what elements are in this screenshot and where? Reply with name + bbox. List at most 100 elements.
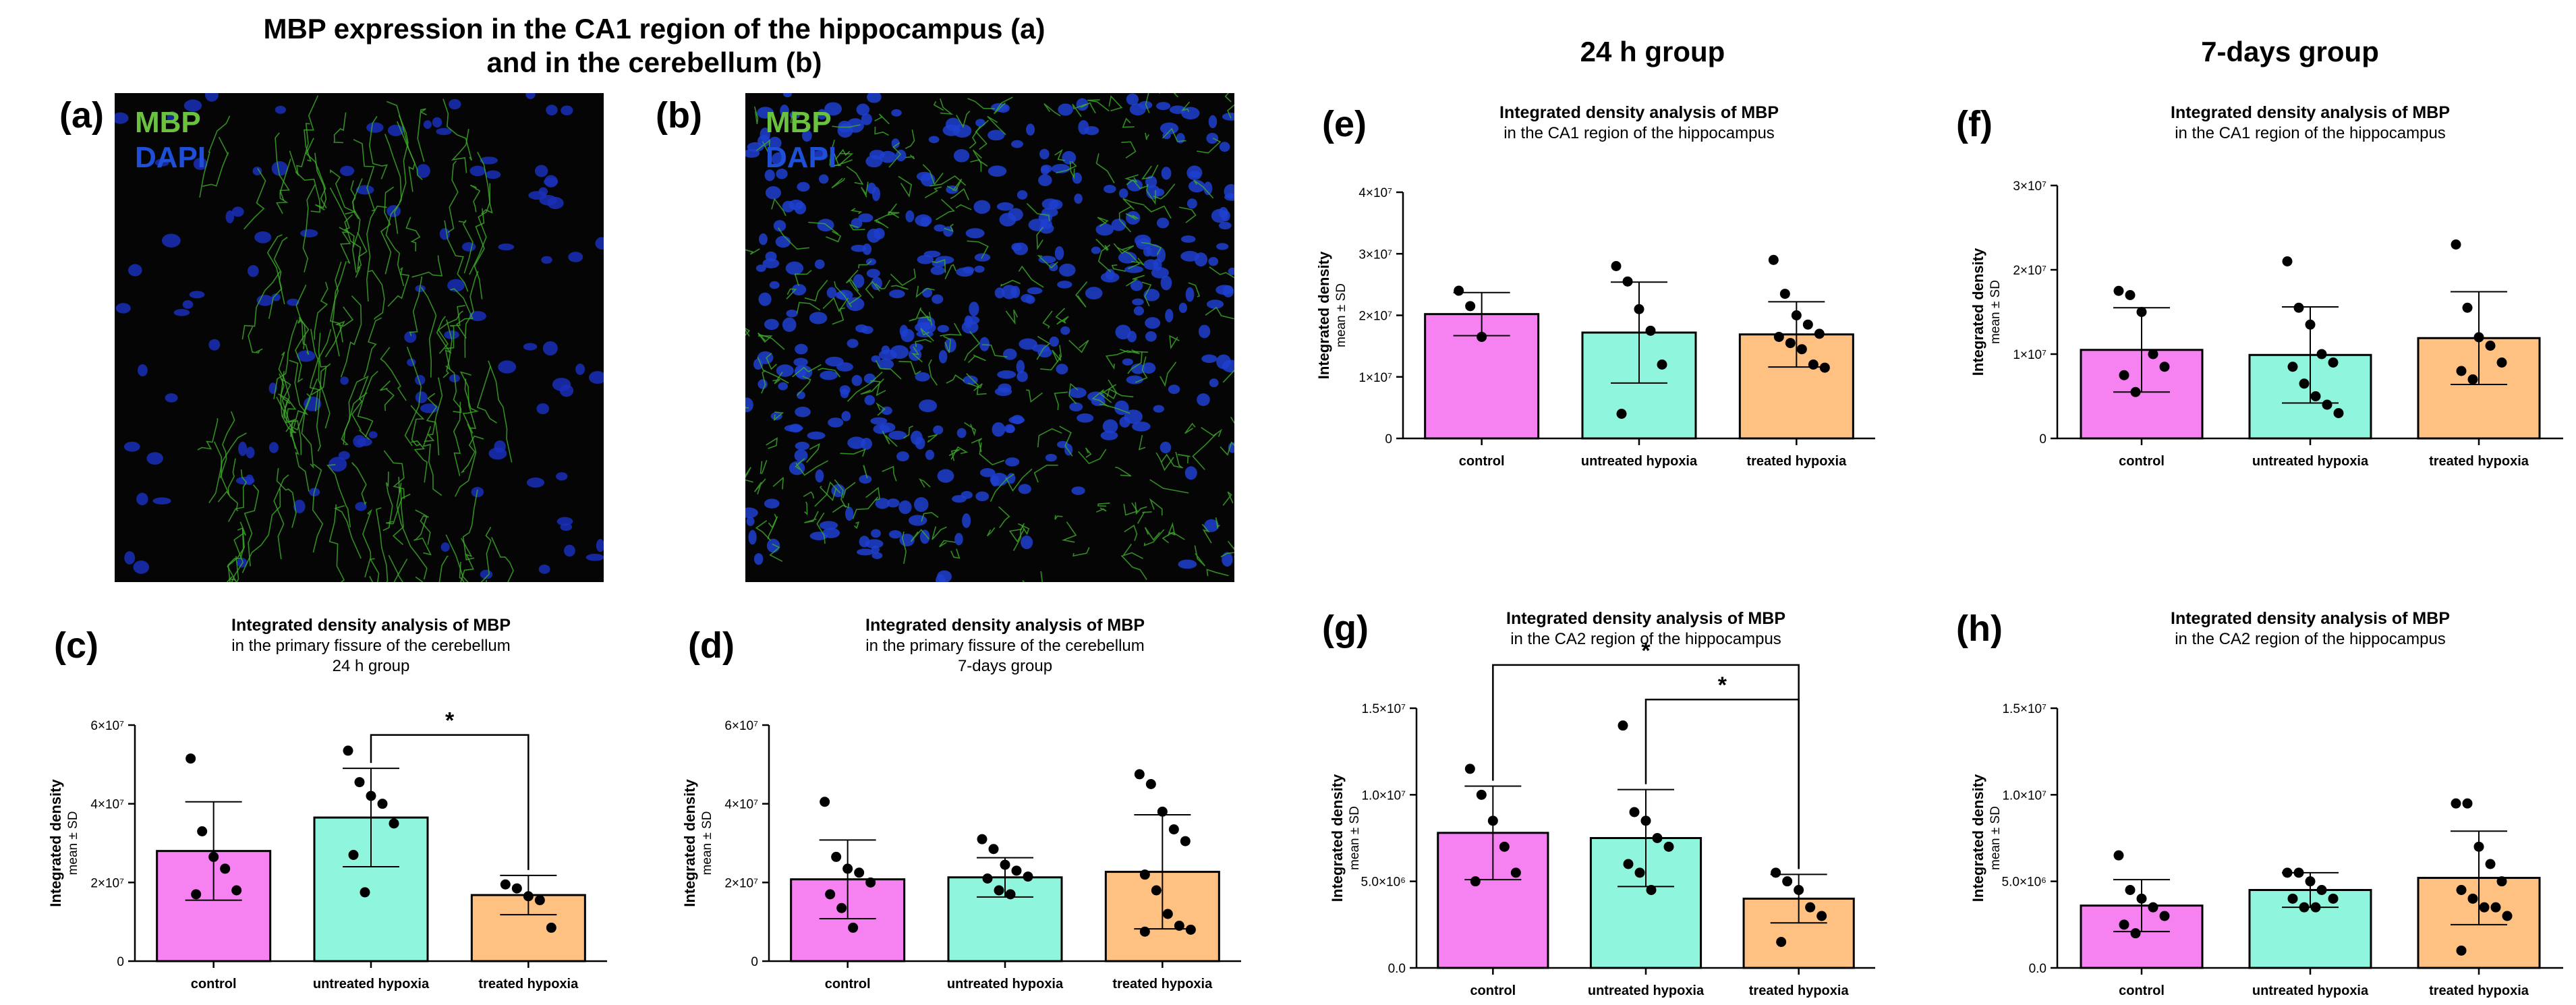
dapi-nucleus — [870, 417, 888, 425]
dapi-nucleus — [1134, 234, 1151, 247]
mbp-fiber — [969, 125, 981, 149]
dapi-nucleus — [758, 292, 772, 306]
mbp-fiber — [1115, 466, 1132, 477]
mbp-fiber — [1144, 527, 1161, 541]
mbp-fiber — [1069, 161, 1075, 179]
dapi-nucleus — [919, 529, 930, 544]
dapi-nucleus — [917, 254, 934, 264]
mbp-fiber — [772, 476, 784, 490]
mbp-fiber — [1000, 279, 1021, 287]
mbp-fiber — [310, 328, 331, 429]
dapi-nucleus — [811, 150, 828, 161]
mbp-fiber — [755, 139, 771, 156]
data-point — [1477, 331, 1487, 342]
mbp-fiber — [464, 270, 479, 358]
mbp-fiber — [458, 219, 474, 274]
chart-subtitle: in the CA1 region of the hippocampus — [2175, 124, 2446, 142]
mbp-fiber — [950, 188, 970, 200]
data-point — [2473, 332, 2484, 343]
dapi-nucleus — [851, 374, 863, 386]
mbp-fiber — [1117, 349, 1140, 355]
dapi-nucleus — [934, 224, 946, 232]
mbp-fiber — [1052, 349, 1062, 363]
dapi-nucleus — [974, 265, 985, 273]
mbp-fiber — [804, 501, 808, 516]
data-point — [2467, 374, 2478, 384]
dapi-nucleus — [764, 318, 779, 331]
mbp-fiber — [1124, 174, 1139, 183]
mbp-fiber — [933, 100, 944, 111]
mbp-fiber — [767, 516, 778, 540]
mbp-fiber — [1097, 502, 1110, 507]
dapi-nucleus — [919, 399, 938, 413]
data-point — [2328, 893, 2339, 904]
dapi-nucleus — [247, 264, 259, 277]
data-point — [1134, 769, 1145, 780]
data-point — [360, 887, 370, 898]
mbp-fiber — [1180, 101, 1191, 113]
legend-mbp-label: MBP — [766, 106, 832, 139]
mbp-fiber — [1184, 422, 1196, 434]
mbp-fiber — [1005, 468, 1033, 492]
dapi-nucleus — [231, 206, 244, 217]
mbp-fiber — [1159, 93, 1161, 94]
data-point — [2451, 798, 2461, 809]
dapi-nucleus — [794, 365, 807, 378]
chart-subtitle: in the CA2 region of the hippocampus — [2175, 630, 2446, 648]
dapi-nucleus — [757, 379, 768, 389]
panel-label-a: (a) — [59, 95, 104, 136]
mbp-fiber — [1205, 306, 1234, 320]
x-tick-label: treated hypoxia — [2429, 983, 2529, 998]
mbp-fiber — [761, 370, 766, 394]
mbp-fiber — [316, 363, 331, 452]
mbp-fiber — [382, 471, 393, 532]
mbp-fiber — [1037, 428, 1062, 448]
mbp-fiber — [396, 482, 428, 580]
dapi-nucleus — [988, 165, 1007, 177]
data-point — [982, 873, 993, 884]
dapi-nucleus — [839, 385, 851, 395]
dapi-nucleus — [1208, 256, 1219, 266]
mbp-fiber — [920, 328, 934, 342]
dapi-nucleus — [991, 475, 1000, 487]
mbp-fiber — [1220, 540, 1234, 558]
mbp-fiber — [944, 264, 956, 280]
dapi-nucleus — [873, 424, 890, 434]
dapi-nucleus — [766, 538, 780, 553]
chart-subtitle: in the CA2 region of the hippocampus — [1510, 630, 1781, 648]
dapi-nucleus — [780, 105, 789, 117]
dapi-nucleus — [794, 449, 808, 462]
mbp-fiber — [956, 111, 971, 128]
dapi-nucleus — [1008, 208, 1023, 221]
y-tick-label: 1.0×10⁷ — [2002, 788, 2047, 803]
mbp-fiber — [757, 333, 773, 343]
mbp-fiber — [1056, 161, 1077, 174]
data-point — [1771, 867, 1781, 878]
dapi-nucleus — [1005, 457, 1020, 467]
y-tick-label: 4×10⁷ — [90, 798, 124, 812]
y-tick-label: 2×10⁷ — [724, 876, 758, 890]
dapi-nucleus — [340, 376, 349, 385]
dapi-nucleus — [886, 498, 900, 508]
mbp-fiber — [351, 462, 367, 506]
mbp-fiber — [369, 575, 374, 582]
mbp-fiber — [842, 482, 856, 498]
x-tick-label: treated hypoxia — [1749, 983, 1850, 998]
data-point — [1465, 301, 1476, 312]
figure-title-left: MBP expression in the CA1 region of the … — [229, 12, 1079, 80]
dapi-nucleus — [1178, 559, 1197, 569]
legend-dapi-label: DAPI — [766, 141, 837, 174]
chart-title: Integrated density analysis of MBP — [2171, 103, 2450, 122]
data-point — [2119, 370, 2129, 380]
mbp-fiber — [972, 149, 982, 172]
mbp-fiber — [911, 346, 923, 363]
mbp-fiber — [834, 281, 853, 308]
dapi-nucleus — [1160, 441, 1172, 454]
mbp-fiber — [849, 223, 865, 231]
mbp-fiber — [460, 538, 474, 582]
dapi-nucleus — [861, 113, 872, 125]
mbp-fiber — [248, 326, 263, 353]
dapi-nucleus — [415, 391, 428, 403]
data-point — [2462, 302, 2473, 313]
mbp-fiber — [1141, 241, 1162, 255]
